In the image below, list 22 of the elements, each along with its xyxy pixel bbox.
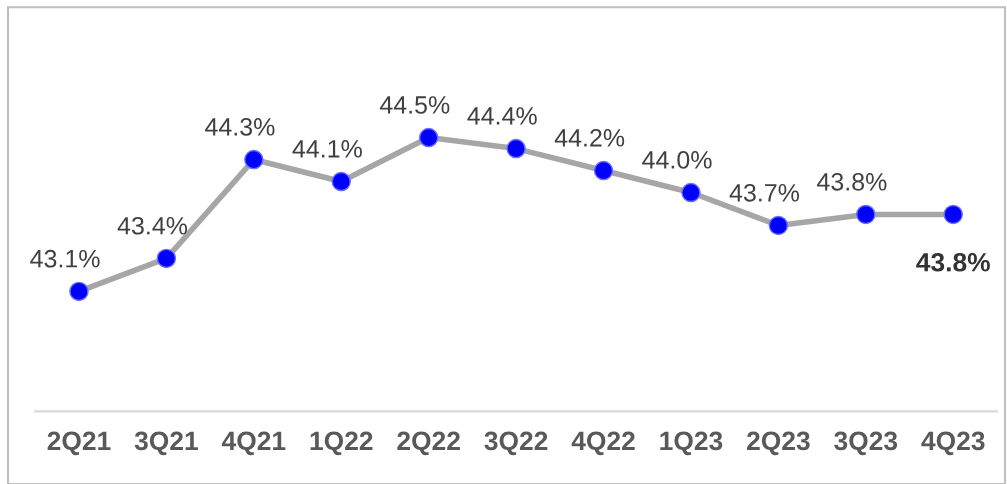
data-label: 43.8%: [817, 172, 887, 191]
data-label: 43.7%: [729, 183, 800, 202]
data-label: 44.3%: [205, 118, 275, 136]
x-tick-label: 2Q21: [47, 431, 111, 456]
x-tick-label: 3Q23: [834, 431, 898, 456]
x-tick-label: 4Q23: [921, 431, 985, 456]
x-tick-label: 2Q23: [747, 431, 810, 456]
x-tick-label: 3Q21: [134, 431, 198, 456]
x-tick-label: 1Q23: [660, 431, 723, 456]
data-label: 44.1%: [292, 140, 362, 158]
data-label: 43.1%: [30, 249, 100, 268]
data-label: 43.4%: [117, 216, 188, 235]
x-tick-label: 1Q22: [310, 431, 373, 456]
x-tick-label: 3Q22: [484, 431, 548, 456]
x-tick-label: 4Q22: [571, 431, 635, 456]
data-label: 44.4%: [467, 107, 537, 125]
data-label: 44.2%: [554, 129, 625, 147]
data-label: 44.5%: [379, 96, 450, 114]
data-label: 44.0%: [642, 150, 712, 169]
x-tick-label: 4Q21: [221, 431, 286, 456]
x-tick-label: 2Q22: [397, 431, 460, 456]
data-label: 43.8%: [916, 252, 990, 272]
